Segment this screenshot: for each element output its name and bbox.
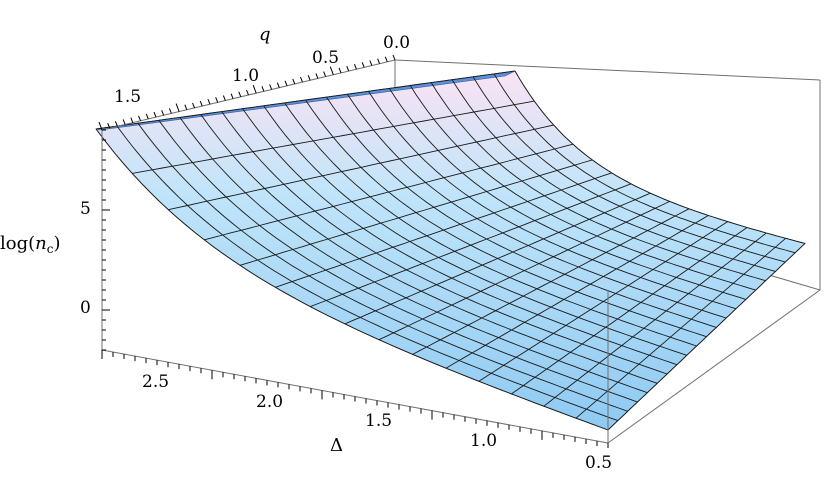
q-axis-tick xyxy=(300,76,303,83)
q-axis-tick xyxy=(276,82,280,88)
delta-tick-labels: 2.5 2.0 1.5 1.0 0.5 xyxy=(142,372,612,473)
q-axis-tick xyxy=(346,65,350,72)
q-axis-tick xyxy=(168,108,172,114)
q-axis-tick xyxy=(130,117,134,123)
mesh-line-q xyxy=(409,85,756,291)
delta-axis-title: Δ xyxy=(330,435,343,456)
q-axis-tick xyxy=(329,66,334,75)
q-axis-tick xyxy=(315,73,319,79)
q-axis-tick xyxy=(284,80,288,86)
q-tick-label: 0.5 xyxy=(312,48,339,68)
q-axis-tick xyxy=(392,54,396,61)
q-axis-tick xyxy=(215,97,219,103)
q-axis-title: q xyxy=(259,24,271,45)
q-axis-tick xyxy=(175,103,180,112)
q-axis-tick xyxy=(192,102,195,109)
q-axis-tick xyxy=(269,84,273,90)
delta-tick-label: 2.0 xyxy=(256,392,283,412)
q-axis-tick xyxy=(184,104,188,110)
q-axis-tick xyxy=(238,91,242,98)
q-axis-tick xyxy=(199,100,203,107)
q-axis-tick xyxy=(353,64,357,70)
q-axis-tick xyxy=(207,99,211,105)
surface-fill xyxy=(95,70,806,431)
z-axis-title: log(nc) xyxy=(0,233,61,256)
surface-layer xyxy=(95,70,806,431)
mesh-line-q xyxy=(305,99,707,338)
mesh-line-q xyxy=(472,76,786,263)
mesh-line-q xyxy=(451,79,776,272)
mesh-line-q xyxy=(116,125,619,422)
z-tick-label: 0 xyxy=(80,298,91,318)
q-axis-tick xyxy=(338,67,342,74)
q-axis-tick xyxy=(138,115,142,121)
z-tick-label: 5 xyxy=(80,199,91,219)
q-axis-tick xyxy=(377,58,381,64)
q-axis-tick xyxy=(222,95,226,101)
z-tick-labels: 5 0 xyxy=(80,199,91,318)
q-tick-label: 1.5 xyxy=(114,87,141,107)
q-axis-tick xyxy=(161,110,165,116)
mesh-line-q xyxy=(263,105,687,356)
mesh-line-q xyxy=(200,114,658,384)
q-tick-label: 1.0 xyxy=(232,66,259,86)
q-axis-tick xyxy=(384,56,388,63)
q-axis-tick xyxy=(361,62,365,68)
mesh-line-q xyxy=(158,120,638,403)
mesh-line-q xyxy=(179,117,648,394)
q-axis-tick xyxy=(122,119,126,125)
mesh-line-q xyxy=(326,96,717,328)
q-axis-tick xyxy=(252,84,257,94)
q-axis-tick xyxy=(114,121,118,127)
q-axis-tick xyxy=(323,71,327,77)
mesh-line-q xyxy=(430,82,766,282)
q-axis-tick xyxy=(107,122,111,129)
mesh-line-q xyxy=(284,102,697,347)
delta-tick-label: 0.5 xyxy=(585,453,612,473)
mesh-line-q xyxy=(493,73,796,254)
q-axis-tick xyxy=(230,93,234,99)
q-axis-tick xyxy=(153,111,157,118)
mesh-line-q xyxy=(95,128,609,431)
delta-tick-label: 2.5 xyxy=(142,372,169,392)
mesh-line-q xyxy=(221,111,668,375)
q-tick-label: 0.0 xyxy=(383,33,410,53)
q-axis-tick xyxy=(369,60,373,66)
axis-ticks xyxy=(98,54,609,448)
q-axis-tick xyxy=(292,78,296,85)
q-tick-labels: 1.5 1.0 0.5 0.0 xyxy=(114,33,410,107)
q-axis-tick xyxy=(98,121,103,131)
mesh-line-q xyxy=(368,91,737,310)
delta-tick-label: 1.0 xyxy=(470,431,497,451)
q-axis-tick xyxy=(261,86,265,92)
q-axis-tick xyxy=(145,113,149,120)
q-axis-tick xyxy=(246,89,249,96)
mesh-line-q xyxy=(514,70,806,244)
mesh-line-q xyxy=(347,93,727,319)
delta-tick-label: 1.5 xyxy=(365,411,392,431)
mesh-line-q xyxy=(388,88,747,300)
q-axis-tick xyxy=(307,75,311,81)
mesh-line-q xyxy=(137,122,628,412)
